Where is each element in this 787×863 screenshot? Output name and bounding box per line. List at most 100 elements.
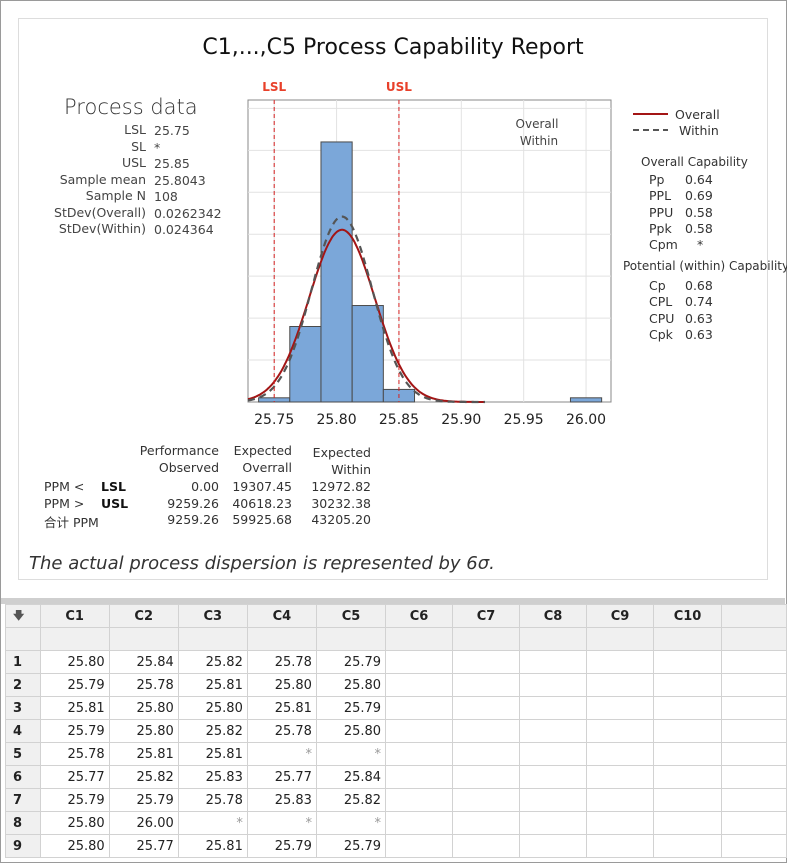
- cell[interactable]: [586, 696, 655, 720]
- cell[interactable]: [721, 719, 787, 743]
- cell[interactable]: 25.81: [177, 834, 248, 858]
- cell[interactable]: 25.80: [108, 719, 179, 743]
- cell[interactable]: 25.79: [315, 696, 387, 720]
- cell[interactable]: 25.80: [108, 696, 179, 720]
- column-name-cell[interactable]: [177, 627, 248, 651]
- row-header[interactable]: 6: [5, 765, 41, 789]
- row-header[interactable]: 1: [5, 650, 41, 674]
- cell[interactable]: 25.79: [39, 788, 110, 812]
- cell[interactable]: [653, 673, 723, 697]
- cell[interactable]: [586, 811, 655, 835]
- cell[interactable]: 25.81: [177, 742, 248, 766]
- cell[interactable]: 25.79: [315, 834, 387, 858]
- row-header[interactable]: 7: [5, 788, 41, 812]
- cell[interactable]: [721, 742, 787, 766]
- cell[interactable]: [653, 696, 723, 720]
- cell[interactable]: 25.80: [39, 834, 110, 858]
- column-header[interactable]: C2: [108, 604, 179, 628]
- column-name-cell[interactable]: [39, 627, 110, 651]
- cell[interactable]: 25.77: [39, 765, 110, 789]
- cell[interactable]: [721, 673, 787, 697]
- column-header[interactable]: [721, 604, 787, 628]
- pane-splitter[interactable]: [1, 598, 785, 604]
- cell[interactable]: [586, 719, 655, 743]
- cell[interactable]: [385, 719, 454, 743]
- cell[interactable]: [519, 765, 588, 789]
- cell[interactable]: [653, 719, 723, 743]
- cell[interactable]: [519, 811, 588, 835]
- cell[interactable]: [519, 650, 588, 674]
- cell[interactable]: 25.79: [246, 834, 317, 858]
- cell[interactable]: [721, 650, 787, 674]
- column-name-cell[interactable]: [653, 627, 723, 651]
- cell[interactable]: [452, 788, 521, 812]
- column-header[interactable]: C1: [39, 604, 110, 628]
- cell[interactable]: *: [177, 811, 248, 835]
- row-header[interactable]: 2: [5, 673, 41, 697]
- column-header[interactable]: C7: [452, 604, 521, 628]
- cell[interactable]: [452, 719, 521, 743]
- column-name-cell[interactable]: [519, 627, 588, 651]
- cell[interactable]: 25.79: [315, 650, 387, 674]
- column-header[interactable]: C9: [586, 604, 655, 628]
- column-header[interactable]: C3: [177, 604, 248, 628]
- cell[interactable]: [586, 834, 655, 858]
- column-name-cell[interactable]: [108, 627, 179, 651]
- column-name-cell[interactable]: [452, 627, 521, 651]
- cell[interactable]: 25.82: [315, 788, 387, 812]
- cell[interactable]: 25.83: [246, 788, 317, 812]
- column-name-cell[interactable]: [586, 627, 655, 651]
- cell[interactable]: 25.78: [246, 719, 317, 743]
- cell[interactable]: 25.79: [39, 673, 110, 697]
- cell[interactable]: *: [246, 811, 317, 835]
- cell[interactable]: [721, 788, 787, 812]
- cell[interactable]: [452, 742, 521, 766]
- cell[interactable]: 25.79: [39, 719, 110, 743]
- cell[interactable]: [721, 834, 787, 858]
- column-name-cell[interactable]: [246, 627, 317, 651]
- cell[interactable]: [385, 834, 454, 858]
- cell[interactable]: 25.80: [39, 650, 110, 674]
- column-header[interactable]: C8: [519, 604, 588, 628]
- cell[interactable]: *: [315, 742, 387, 766]
- cell[interactable]: 25.80: [315, 719, 387, 743]
- worksheet-grid[interactable]: 🡇 C1 C2 C3 C4 C5 C6 C7 C8 C9 C10 1 25.80 25.84 25.82 25…: [5, 604, 787, 858]
- cell[interactable]: 25.80: [39, 811, 110, 835]
- cell[interactable]: 25.82: [108, 765, 179, 789]
- cell[interactable]: 25.80: [315, 673, 387, 697]
- select-all-corner[interactable]: 🡇: [5, 604, 41, 628]
- row-header[interactable]: 8: [5, 811, 41, 835]
- cell[interactable]: 26.00: [108, 811, 179, 835]
- cell[interactable]: 25.81: [39, 696, 110, 720]
- cell[interactable]: [653, 742, 723, 766]
- cell[interactable]: *: [246, 742, 317, 766]
- cell[interactable]: [452, 650, 521, 674]
- cell[interactable]: 25.79: [108, 788, 179, 812]
- cell[interactable]: [452, 673, 521, 697]
- cell[interactable]: [519, 719, 588, 743]
- cell[interactable]: [586, 673, 655, 697]
- cell[interactable]: *: [315, 811, 387, 835]
- cell[interactable]: 25.78: [177, 788, 248, 812]
- row-header[interactable]: 5: [5, 742, 41, 766]
- cell[interactable]: [385, 765, 454, 789]
- row-header[interactable]: 9: [5, 834, 41, 858]
- cell[interactable]: 25.80: [246, 673, 317, 697]
- cell[interactable]: [519, 742, 588, 766]
- cell[interactable]: 25.81: [177, 673, 248, 697]
- cell[interactable]: 25.84: [108, 650, 179, 674]
- cell[interactable]: [452, 811, 521, 835]
- cell[interactable]: 25.78: [39, 742, 110, 766]
- cell[interactable]: 25.77: [246, 765, 317, 789]
- column-header[interactable]: C10: [653, 604, 723, 628]
- cell[interactable]: [653, 788, 723, 812]
- cell[interactable]: [653, 811, 723, 835]
- cell[interactable]: 25.78: [246, 650, 317, 674]
- cell[interactable]: [721, 765, 787, 789]
- cell[interactable]: [653, 650, 723, 674]
- cell[interactable]: [385, 788, 454, 812]
- cell[interactable]: [452, 765, 521, 789]
- cell[interactable]: [519, 696, 588, 720]
- cell[interactable]: [452, 834, 521, 858]
- column-header[interactable]: C4: [246, 604, 317, 628]
